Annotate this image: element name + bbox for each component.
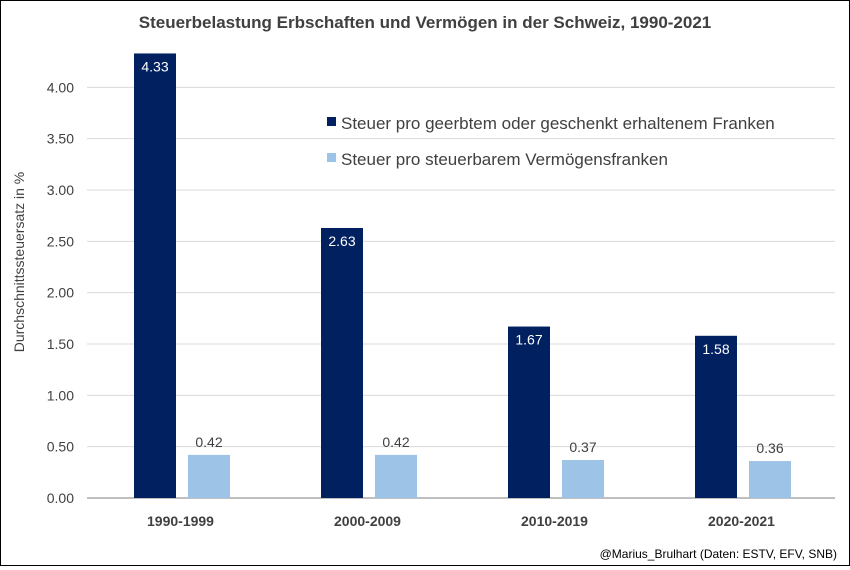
legend-swatch-wealth-tax (327, 153, 336, 162)
gridlines (87, 86, 835, 499)
bar-inheritance-tax (321, 227, 363, 498)
data-label: 2.63 (328, 233, 355, 249)
x-tick-label: 2000-2009 (334, 513, 401, 529)
x-tick-label: 1990-1999 (147, 513, 214, 529)
y-tick-label: 0.00 (47, 490, 74, 506)
data-label: 0.36 (756, 440, 783, 456)
legend-swatch-inheritance-tax (327, 117, 336, 126)
bar-wealth-tax (375, 454, 417, 498)
x-tick-labels: 1990-1999 2000-2009 2010-2019 2020-2021 (147, 513, 775, 529)
data-label: 0.42 (382, 434, 409, 450)
legend-label-wealth-tax: Steuer pro steuerbarem Vermögensfranken (341, 150, 668, 169)
legend-label-inheritance-tax: Steuer pro geerbtem oder geschenkt erhal… (341, 114, 775, 133)
bar-wealth-tax (562, 460, 604, 498)
y-tick-label: 1.00 (47, 387, 74, 403)
bar-wealth-tax (188, 454, 230, 498)
legend: Steuer pro geerbtem oder geschenkt erhal… (327, 114, 775, 169)
y-tick-label: 1.50 (47, 336, 74, 352)
bars: 4.33 0.42 2.63 0.42 1.67 0.37 1.58 0.36 (134, 53, 791, 498)
y-tick-labels: 0.00 0.50 1.00 1.50 2.00 2.50 3.00 3.50 4.00 (47, 79, 74, 506)
y-tick-label: 2.50 (47, 233, 74, 249)
y-tick-label: 2.00 (47, 285, 74, 301)
data-label: 0.37 (569, 439, 596, 455)
data-label: 1.67 (515, 332, 542, 348)
data-label: 4.33 (141, 58, 168, 74)
source-credit: @Marius_Brulhart (Daten: ESTV, EFV, SNB) (600, 547, 837, 561)
bar-inheritance-tax (134, 53, 176, 498)
bar-inheritance-tax (508, 326, 550, 498)
data-label: 0.42 (195, 434, 222, 450)
y-tick-label: 0.50 (47, 439, 74, 455)
x-tick-label: 2020-2021 (708, 513, 775, 529)
y-axis-label: Durchschnittssteuersatz in % (11, 172, 27, 353)
bar-inheritance-tax (695, 335, 737, 498)
y-tick-label: 3.50 (47, 131, 74, 147)
y-tick-label: 4.00 (47, 79, 74, 95)
bar-wealth-tax (749, 461, 791, 498)
y-tick-label: 3.00 (47, 182, 74, 198)
x-tick-label: 2010-2019 (521, 513, 588, 529)
data-label: 1.58 (702, 341, 729, 357)
chart-title: Steuerbelastung Erbschaften und Vermögen… (139, 13, 712, 32)
